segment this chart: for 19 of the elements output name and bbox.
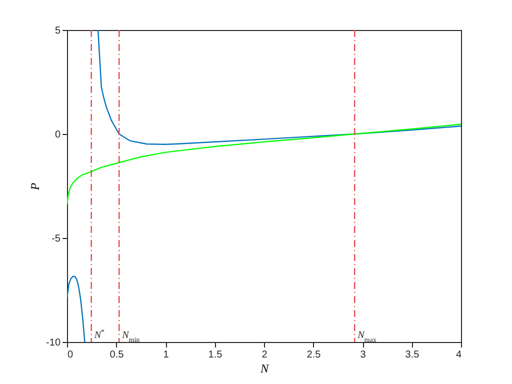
y-tick-label: -5: [52, 234, 61, 244]
ref-line-label: N$_{min}$: [121, 330, 140, 344]
x-tick-label: 4: [456, 350, 462, 360]
x-tick-label: 2: [262, 350, 268, 360]
x-tick-label: 0: [68, 350, 74, 360]
y-tick-label: 5: [54, 26, 61, 36]
x-tick-label: 2.5: [306, 350, 322, 360]
x-tick-label: 1.5: [208, 350, 223, 360]
ref-line-label: N$_{max}$: [356, 330, 377, 344]
y-tick-label: 0: [54, 130, 61, 140]
x-tick-label: 0.5: [110, 350, 124, 360]
x-axis-title: N: [259, 362, 270, 376]
x-tick-label: 3.5: [405, 350, 420, 360]
y-tick-label: -10: [46, 338, 61, 348]
x-tick-label: 3: [360, 350, 366, 360]
x-tick-label: 1: [163, 350, 170, 360]
ref-line-label: N$^{*}$: [93, 328, 105, 341]
y-axis-title: P: [28, 182, 42, 192]
line-series: [67, 124, 461, 206]
